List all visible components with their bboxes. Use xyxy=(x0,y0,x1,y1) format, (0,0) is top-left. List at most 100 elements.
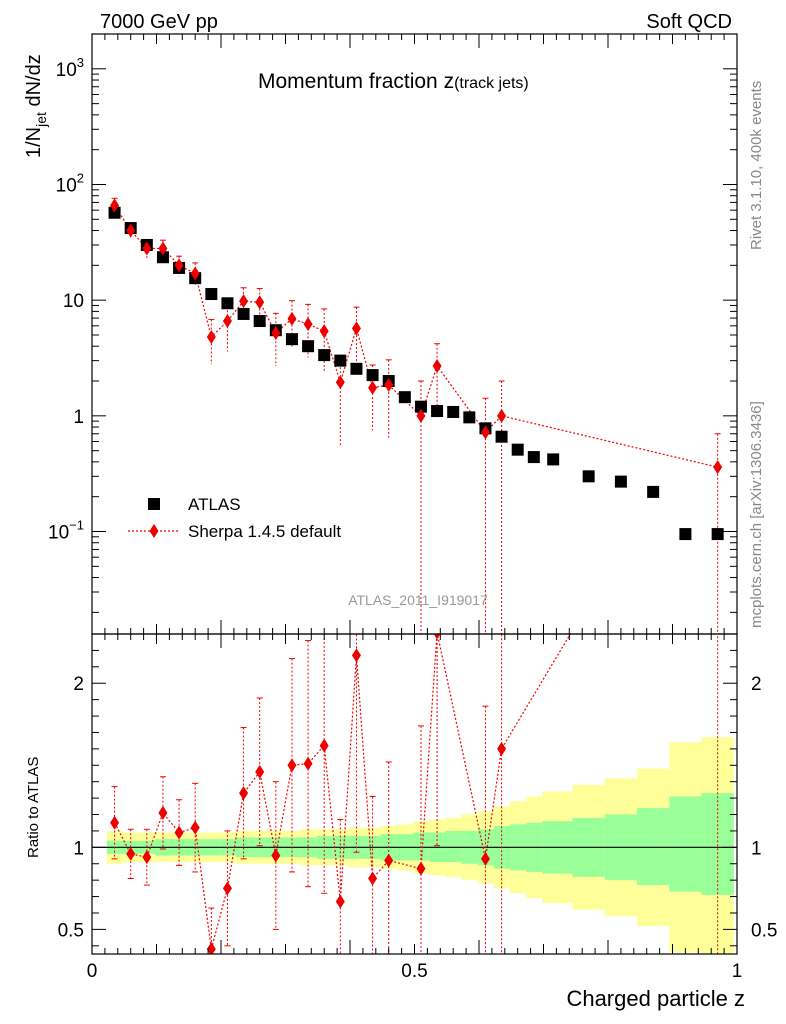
atlas-point xyxy=(366,369,379,382)
x-tick-label: 0.5 xyxy=(401,961,427,982)
ratio-point xyxy=(303,756,313,771)
ratio-point xyxy=(174,825,184,840)
sherpa-point xyxy=(335,375,345,390)
ratio-point xyxy=(497,741,507,756)
ratio-point xyxy=(433,634,441,640)
main-y-tick-label: 103 xyxy=(56,55,84,81)
atlas-point xyxy=(447,405,460,418)
sherpa-point xyxy=(239,294,249,309)
ratio-point xyxy=(271,848,281,863)
legend-atlas-label: ATLAS xyxy=(188,495,241,514)
sherpa-point xyxy=(432,358,442,373)
sherpa-point xyxy=(384,377,394,392)
legend-sherpa-label: Sherpa 1.4.5 default xyxy=(188,522,341,541)
sherpa-point xyxy=(126,223,136,238)
atlas-point xyxy=(221,297,234,310)
ratio-point xyxy=(480,851,490,866)
main-y-axis-label: 1/Njet dN/dz xyxy=(23,54,49,158)
ratio-point xyxy=(206,942,216,954)
mcplots-reference-text: mcplots.cern.ch [arXiv:1306.3436] xyxy=(748,401,765,628)
legend: ATLAS Sherpa 1.4.5 default xyxy=(128,495,341,541)
main-y-tick-label: 102 xyxy=(56,170,84,196)
ratio-point xyxy=(142,850,152,865)
atlas-point xyxy=(711,528,724,541)
ratio-point xyxy=(384,853,394,868)
atlas-point xyxy=(431,405,444,418)
main-y-tick-label: 10 xyxy=(63,291,84,312)
ratio-y-axis-label: Ratio to ATLAS xyxy=(25,757,42,858)
atlas-point xyxy=(302,340,315,353)
atlas-point xyxy=(318,349,331,362)
header-left: 7000 GeV pp xyxy=(100,11,218,33)
main-y-tick-label: 10−1 xyxy=(48,518,84,544)
ratio-point xyxy=(335,894,345,909)
ratio-point xyxy=(351,648,361,663)
ratio-point xyxy=(158,805,168,820)
sherpa-point xyxy=(416,408,426,423)
main-plot-series xyxy=(108,197,724,634)
sherpa-point xyxy=(368,380,378,395)
atlas-point xyxy=(237,307,250,320)
atlas-point xyxy=(285,333,298,346)
ratio-point xyxy=(713,381,722,395)
ratio-plot-series xyxy=(92,381,737,954)
sherpa-point xyxy=(271,326,281,341)
ratio-y-tick-label-right: 1 xyxy=(751,838,762,859)
sherpa-point xyxy=(319,324,329,339)
sherpa-point xyxy=(222,314,232,329)
plot-title: Momentum fraction z(track jets) xyxy=(258,70,529,93)
atlas-point xyxy=(527,451,540,464)
x-tick-label: 1 xyxy=(732,961,743,982)
axis-ticks xyxy=(91,33,738,954)
ratio-uncertainty-bands xyxy=(106,737,734,954)
ratio-point xyxy=(416,861,426,876)
plot-title-sub: (track jets) xyxy=(454,75,529,92)
sherpa-point xyxy=(158,241,168,256)
ratio-y-tick-label-left: 2 xyxy=(73,674,84,695)
atlas-point xyxy=(463,411,476,424)
atlas-point xyxy=(495,430,508,443)
sherpa-point xyxy=(174,258,184,273)
sherpa-point xyxy=(206,330,216,345)
atlas-point xyxy=(414,400,427,413)
atlas-point xyxy=(398,391,411,404)
atlas-point xyxy=(156,251,169,264)
sherpa-point xyxy=(497,408,507,423)
atlas-point xyxy=(614,475,627,488)
atlas-point xyxy=(334,354,347,367)
main-y-tick-label: 1 xyxy=(73,407,84,428)
ratio-point xyxy=(319,738,329,753)
sherpa-point xyxy=(142,241,152,256)
legend-atlas-marker xyxy=(148,498,160,510)
legend-sherpa-marker xyxy=(149,524,159,538)
band-inner-bin xyxy=(637,807,670,886)
sherpa-point xyxy=(713,460,723,475)
main-y-axis-label-tail: dN/dz xyxy=(23,54,45,112)
band-inner-bin xyxy=(445,830,462,863)
sherpa-point xyxy=(303,317,313,332)
main-y-axis-label-sub: jet xyxy=(33,112,49,128)
ratio-point xyxy=(110,815,120,830)
atlas-point xyxy=(582,470,595,483)
rivet-version-text: Rivet 3.1.10, 400k events xyxy=(748,81,765,250)
atlas-point xyxy=(647,485,660,498)
ratio-point xyxy=(255,764,265,779)
band-inner-bin xyxy=(669,796,702,892)
atlas-point xyxy=(350,362,363,375)
x-tick-label: 0 xyxy=(87,961,98,982)
ratio-point xyxy=(222,881,232,896)
ratio-point xyxy=(368,871,378,886)
sherpa-point xyxy=(287,311,297,326)
ratio-y-tick-label-left: 0.5 xyxy=(58,920,84,941)
x-axis-label: Charged particle z xyxy=(566,986,745,1011)
header-right: Soft QCD xyxy=(646,11,732,33)
ratio-point xyxy=(287,758,297,773)
sherpa-point xyxy=(190,266,200,281)
ratio-y-tick-label-right: 2 xyxy=(751,674,762,695)
ratio-y-tick-label-left: 1 xyxy=(73,838,84,859)
main-plot-frame xyxy=(91,33,738,635)
analysis-watermark: ATLAS_2011_I919017 xyxy=(348,592,488,608)
sherpa-point xyxy=(351,321,361,336)
